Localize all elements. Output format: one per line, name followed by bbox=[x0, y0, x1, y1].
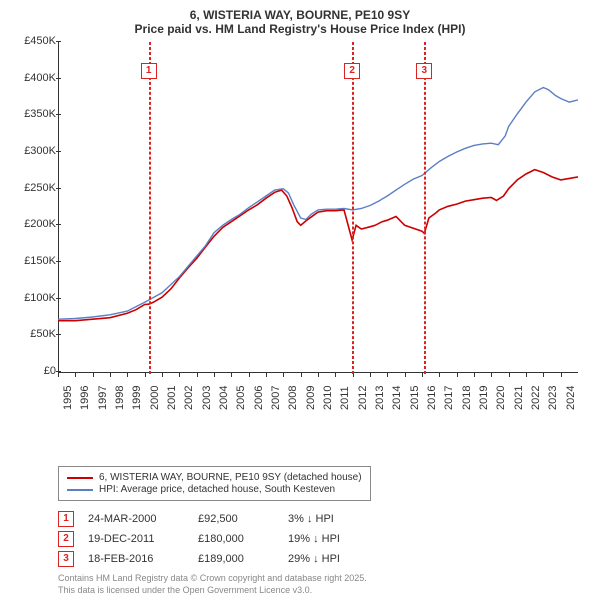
x-tick: 2020 bbox=[495, 386, 507, 410]
y-tick: £50K bbox=[14, 328, 56, 340]
x-tick: 2010 bbox=[322, 386, 334, 410]
transaction-date: 19-DEC-2011 bbox=[88, 533, 198, 545]
x-tick: 2016 bbox=[426, 386, 438, 410]
x-tick: 2005 bbox=[235, 386, 247, 410]
legend-swatch bbox=[67, 477, 93, 479]
sale-marker: 3 bbox=[424, 42, 426, 374]
transaction-price: £92,500 bbox=[198, 513, 288, 525]
sale-marker: 2 bbox=[352, 42, 354, 374]
series-hpi bbox=[58, 88, 578, 320]
x-tick: 1995 bbox=[62, 386, 74, 410]
x-tick: 2003 bbox=[201, 386, 213, 410]
y-tick: £0 bbox=[14, 365, 56, 377]
x-tick: 2021 bbox=[513, 386, 525, 410]
y-tick: £450K bbox=[14, 35, 56, 47]
transaction-price: £180,000 bbox=[198, 533, 288, 545]
transaction-marker-box: 3 bbox=[58, 551, 74, 567]
transaction-date: 18-FEB-2016 bbox=[88, 553, 198, 565]
x-tick: 2011 bbox=[339, 386, 351, 410]
sale-marker-box: 1 bbox=[141, 63, 157, 79]
transaction-marker-box: 1 bbox=[58, 511, 74, 527]
transaction-date: 24-MAR-2000 bbox=[88, 513, 198, 525]
x-tick: 2017 bbox=[443, 386, 455, 410]
x-tick: 2019 bbox=[478, 386, 490, 410]
transaction-marker-box: 2 bbox=[58, 531, 74, 547]
x-tick: 1996 bbox=[79, 386, 91, 410]
title-line-2: Price paid vs. HM Land Registry's House … bbox=[14, 22, 586, 36]
legend: 6, WISTERIA WAY, BOURNE, PE10 9SY (detac… bbox=[58, 466, 371, 501]
y-tick: £150K bbox=[14, 255, 56, 267]
foot-line-2: This data is licensed under the Open Gov… bbox=[58, 585, 586, 596]
y-tick: £250K bbox=[14, 182, 56, 194]
x-tick: 2002 bbox=[183, 386, 195, 410]
x-tick: 2008 bbox=[287, 386, 299, 410]
sale-marker-box: 3 bbox=[416, 63, 432, 79]
transaction-delta: 3% ↓ HPI bbox=[288, 513, 398, 525]
x-tick: 2001 bbox=[166, 386, 178, 410]
title-line-1: 6, WISTERIA WAY, BOURNE, PE10 9SY bbox=[14, 8, 586, 22]
x-tick: 2015 bbox=[409, 386, 421, 410]
legend-label: 6, WISTERIA WAY, BOURNE, PE10 9SY (detac… bbox=[99, 472, 362, 483]
transaction-row: 2 19-DEC-2011£180,00019% ↓ HPI bbox=[58, 531, 586, 547]
legend-label: HPI: Average price, detached house, Sout… bbox=[99, 484, 335, 495]
foot-line-1: Contains HM Land Registry data © Crown c… bbox=[58, 573, 586, 585]
legend-item: 6, WISTERIA WAY, BOURNE, PE10 9SY (detac… bbox=[67, 472, 362, 483]
x-tick: 2023 bbox=[547, 386, 559, 410]
x-tick: 2018 bbox=[461, 386, 473, 410]
x-tick: 2009 bbox=[305, 386, 317, 410]
footer-text: Contains HM Land Registry data © Crown c… bbox=[58, 573, 586, 596]
sale-marker: 1 bbox=[149, 42, 151, 374]
x-tick: 2024 bbox=[565, 386, 577, 410]
transactions-table: 1 24-MAR-2000£92,5003% ↓ HPI 2 19-DEC-2011£… bbox=[58, 511, 586, 567]
x-tick: 2012 bbox=[357, 386, 369, 410]
transaction-row: 1 24-MAR-2000£92,5003% ↓ HPI bbox=[58, 511, 586, 527]
x-tick: 2014 bbox=[391, 386, 403, 410]
x-tick: 2013 bbox=[374, 386, 386, 410]
x-tick: 2007 bbox=[270, 386, 282, 410]
y-tick: £200K bbox=[14, 218, 56, 230]
plot-svg bbox=[58, 42, 578, 372]
sale-marker-box: 2 bbox=[344, 63, 360, 79]
x-tick: 2000 bbox=[149, 386, 161, 410]
x-tick: 1998 bbox=[114, 386, 126, 410]
x-tick: 2004 bbox=[218, 386, 230, 410]
chart-area: £0 £50K £100K £150K £200K £250K £300K £350K £400… bbox=[14, 42, 584, 422]
transaction-row: 3 18-FEB-2016£189,00029% ↓ HPI bbox=[58, 551, 586, 567]
y-tick: £350K bbox=[14, 108, 56, 120]
x-tick: 1997 bbox=[97, 386, 109, 410]
transaction-delta: 19% ↓ HPI bbox=[288, 533, 398, 545]
series-price_paid bbox=[58, 170, 578, 321]
y-tick: £400K bbox=[14, 72, 56, 84]
x-tick: 2022 bbox=[530, 386, 542, 410]
legend-item: HPI: Average price, detached house, Sout… bbox=[67, 484, 362, 495]
y-tick: £300K bbox=[14, 145, 56, 157]
chart-container: 6, WISTERIA WAY, BOURNE, PE10 9SY Price … bbox=[0, 0, 600, 590]
x-tick: 2006 bbox=[253, 386, 265, 410]
x-tick: 1999 bbox=[131, 386, 143, 410]
y-tick: £100K bbox=[14, 292, 56, 304]
transaction-delta: 29% ↓ HPI bbox=[288, 553, 398, 565]
legend-swatch bbox=[67, 489, 93, 491]
transaction-price: £189,000 bbox=[198, 553, 288, 565]
